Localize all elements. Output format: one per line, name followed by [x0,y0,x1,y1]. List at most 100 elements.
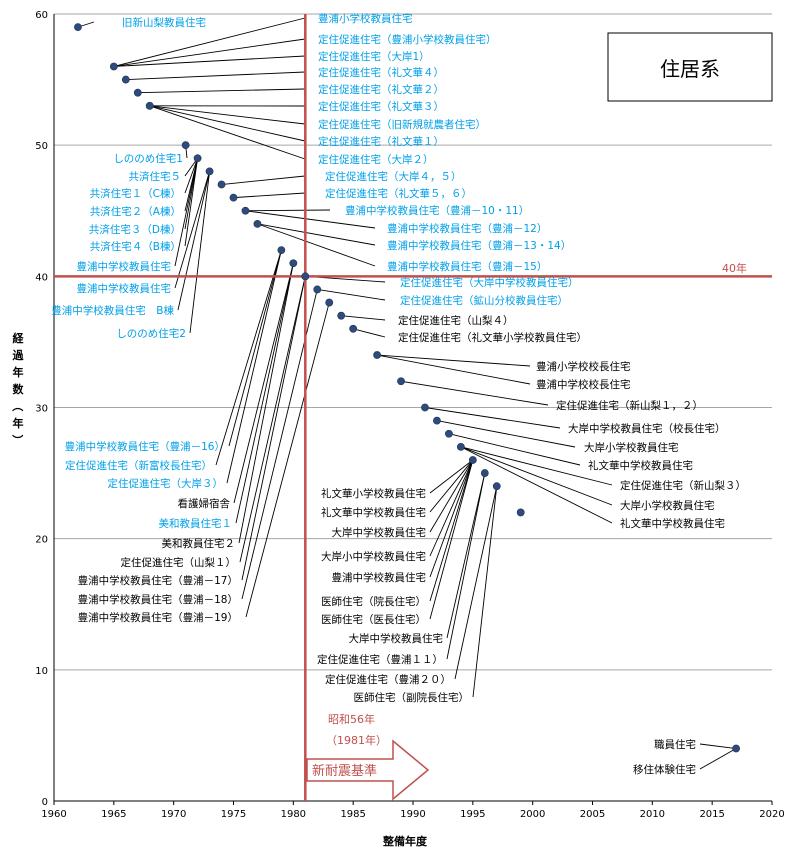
y-tick-label: 20 [35,535,48,546]
leader-line [377,354,531,385]
leader-line [454,486,498,680]
x-tick-label: 1995 [460,809,485,820]
leader-line [460,446,613,486]
point-label: 定住促進住宅（大岸２） [318,153,434,166]
point-label: 定住促進住宅（礼文華４） [318,66,444,79]
ref-line-1981-label-1: 昭和56年 [328,712,375,726]
point-label: 定住促進住宅（大岸４，５） [325,170,462,183]
point-label: 豊浦中学校教員住宅（豊浦－12） [387,222,547,235]
leader-line [446,472,486,639]
point-label: しののめ住宅2 [116,327,186,340]
leader-line [238,263,294,544]
point-label: 豊浦中学校教員住宅（豊浦－13・14） [387,239,571,252]
x-tick-label: 2015 [699,809,724,820]
leader-line [113,17,306,67]
leader-line [400,380,549,406]
data-point [456,442,465,451]
point-label: 豊浦小学校教員住宅 [318,12,413,25]
leader-line [245,209,331,212]
point-label: 定住促進住宅（山梨４） [398,314,514,327]
leader-line [257,223,376,267]
leader-line [460,446,613,506]
data-point [433,416,441,425]
point-label: 定住促進住宅（鉱山分校教員住宅） [400,294,568,307]
x-tick-label: 2005 [580,809,605,820]
leader-line [174,158,199,267]
point-label: 定住促進住宅（新富校長住宅） [65,459,212,472]
leader-line [436,420,576,448]
data-point [74,23,82,32]
x-tick-label: 1990 [400,809,425,820]
x-tick-label: 2010 [640,809,665,820]
leader-line [113,55,306,67]
point-label: 豊浦小学校校長住宅 [536,360,631,373]
y-axis-title-char: 数 [13,382,25,396]
leader-line [137,88,306,94]
data-point [516,508,525,517]
y-tick-label: 30 [35,404,48,415]
point-label: 定住促進住宅（大岸1） [318,50,430,63]
y-tick-label: 50 [35,141,48,152]
point-label: 豊浦中学校教員住宅（豊浦－18） [78,593,238,606]
point-label: 豊浦中学校教員住宅 [77,282,172,295]
leader-line [429,459,474,602]
point-label: 定住促進住宅（礼文華３） [318,100,444,113]
data-point [217,180,226,189]
point-label: 豊浦中学校教員住宅 [77,260,172,273]
data-point [732,744,740,753]
x-tick-label: 1965 [101,809,126,820]
point-label: 豊浦中学校教員住宅 B棟 [51,304,174,317]
leader-line [239,276,306,563]
leader-line [125,71,306,81]
point-label: 看護婦宿舎 [178,497,231,510]
x-axis-ticks: 1960 1965 1970 1975 1980 1985 1990 1995 2000 2005… [41,801,785,820]
point-label: 共済住宅４（B棟） [90,240,181,253]
data-point [205,167,214,176]
point-label: 定住促進住宅（旧新規就農者住宅） [318,118,486,131]
point-label: 定住促進住宅（大岸中学校教員住宅） [400,276,579,289]
x-tick-label: 1980 [281,809,306,820]
leader-line [460,446,613,524]
data-point [325,298,334,307]
point-label: 定住促進住宅（豊浦１１） [317,653,443,666]
y-axis-title-char: ） [11,435,24,446]
data-point [492,482,501,491]
point-label: 共済住宅２（A棟） [90,205,181,218]
leader-line [221,175,306,185]
x-tick-label: 1960 [41,809,66,820]
point-label: しののめ住宅1 [113,152,183,165]
point-label: 医師住宅（医長住宅） [321,613,426,626]
leader-line [184,158,199,194]
data-point [421,403,429,412]
leader-line [233,192,306,199]
point-label: 大岸小中学校教員住宅 [321,550,426,563]
axes [53,14,772,802]
leader-line [245,210,376,229]
y-axis-title-char: 年 [13,416,24,430]
leader-line [174,171,210,289]
leader-line [429,459,474,578]
point-label: 豊浦中学校教員住宅（豊浦－17） [78,574,238,587]
leader-line [235,263,294,524]
y-tick-label: 0 [42,797,48,808]
x-tick-label: 1985 [340,809,365,820]
x-axis-title: 整備年度 [382,834,428,848]
x-tick-label: 2000 [520,809,545,820]
data-point [468,456,477,464]
ref-line-1981-label-2: （1981年） [326,733,387,747]
leader-line [377,354,531,367]
data-point [289,259,298,268]
point-label: 大岸中学校教員住宅 [332,526,427,539]
data-point [241,206,250,215]
point-label: 医師住宅（院長住宅） [321,595,426,608]
x-tick-label: 1970 [161,809,186,820]
leader-line [215,249,282,466]
leader-line [241,276,306,581]
point-label: 定住促進住宅（新山梨３） [620,479,746,492]
point-label: 定住促進住宅（山梨１） [121,556,237,569]
y-axis-ticks: 0 10 20 30 40 50 60 [35,10,48,808]
point-label: 定住促進住宅（礼文華小学校教員住宅） [398,331,587,344]
y-axis-title-char: （ [11,401,24,412]
